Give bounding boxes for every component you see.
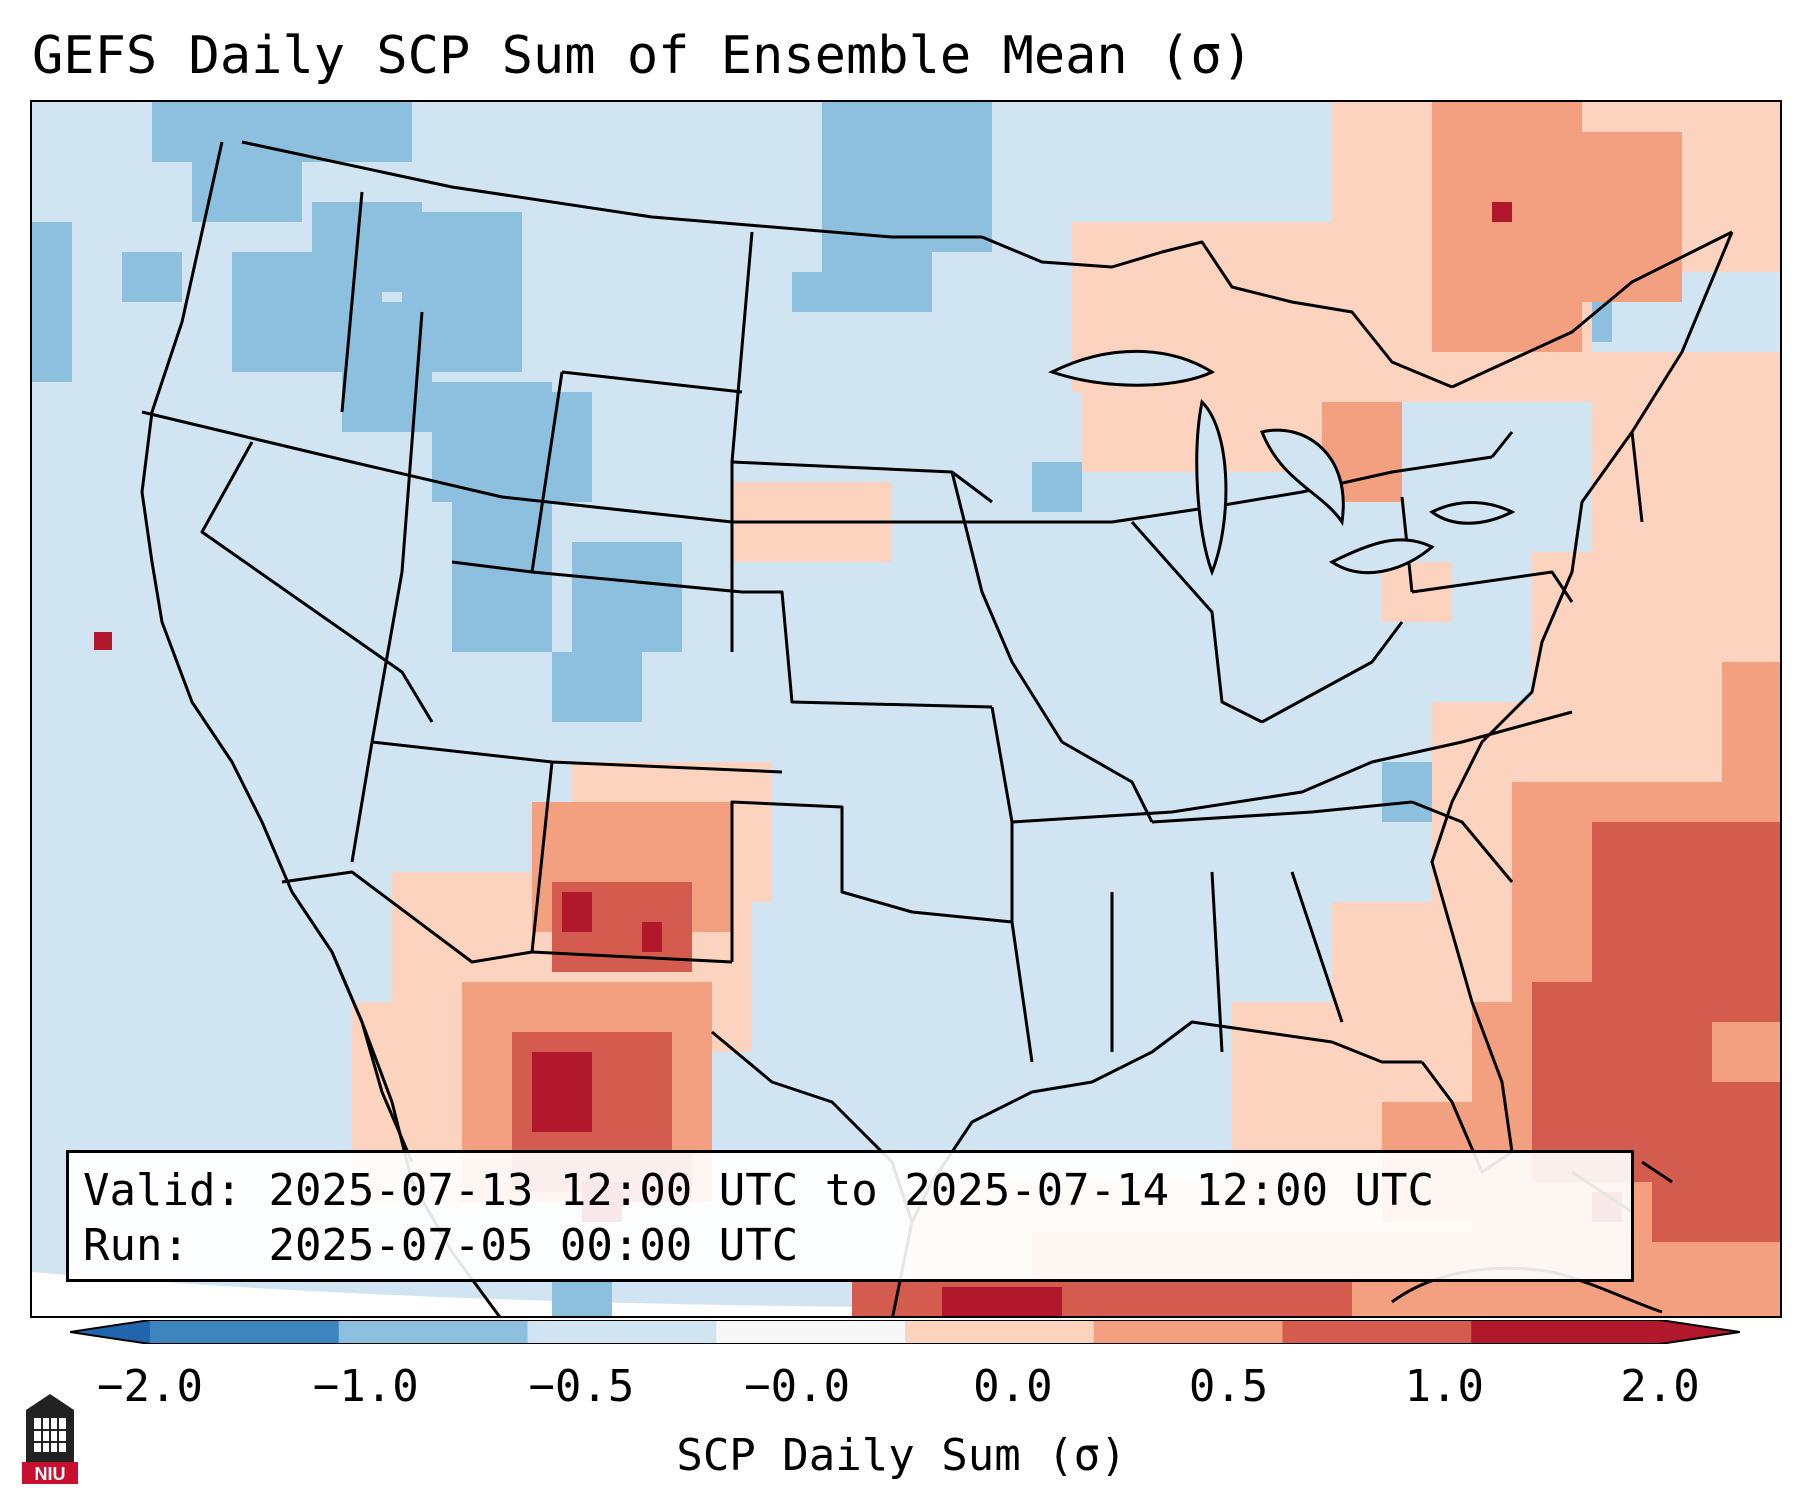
colorbar-segment	[1471, 1320, 1661, 1344]
outside-domain-corner	[32, 1272, 544, 1316]
great-lakes	[1048, 349, 1516, 577]
negative-anomaly-areas	[32, 102, 1612, 1316]
niu-logo-text: NIU	[35, 1464, 66, 1484]
niu-logo-icon: NIU	[22, 1394, 78, 1484]
colorbar-tick-label: −1.0	[312, 1361, 419, 1412]
colorbar-tick-label: 0.5	[1188, 1361, 1269, 1412]
very-strong-positive-areas	[94, 202, 1622, 1316]
run-label: Run:	[83, 1220, 242, 1271]
colorbar-segment	[905, 1320, 1095, 1344]
colorbar-segment	[716, 1320, 906, 1344]
colorbar-tick-label: −2.0	[97, 1361, 203, 1412]
valid-run-info-box: Valid: 2025-07-13 12:00 UTC to 2025-07-1…	[66, 1150, 1634, 1282]
colorbar-tick-label: −0.0	[744, 1361, 851, 1412]
colorbar-tick-label: 2.0	[1620, 1361, 1700, 1412]
colorbar-ticks: −2.0 −1.0 −0.5 −0.0 0.0 0.5 1.0 2.0	[0, 1360, 1803, 1420]
colorbar-tick-label: 0.0	[973, 1361, 1053, 1412]
scp-map	[32, 102, 1780, 1316]
valid-value: 2025-07-13 12:00 UTC to 2025-07-14 12:00…	[268, 1165, 1435, 1216]
colorbar-label: SCP Daily Sum (σ)	[676, 1430, 1127, 1481]
colorbar-tick-label: −0.5	[528, 1361, 635, 1412]
colorbar-segment	[150, 1320, 340, 1344]
colorbar-segment	[527, 1320, 717, 1344]
run-value: 2025-07-05 00:00 UTC	[268, 1220, 799, 1271]
colorbar-segment	[1282, 1320, 1472, 1344]
map-title: GEFS Daily SCP Sum of Ensemble Mean (σ)	[32, 26, 1253, 86]
colorbar-tick-label: 1.0	[1404, 1361, 1485, 1412]
colorbar-segments	[150, 1320, 1661, 1344]
colorbar-segment	[1093, 1320, 1283, 1344]
colorbar-segment	[338, 1320, 528, 1344]
map-panel[interactable]	[30, 100, 1782, 1318]
run-row: Run: 2025-07-05 00:00 UTC	[83, 1218, 1617, 1273]
colorbar	[70, 1320, 1740, 1344]
colorbar-extend-low	[70, 1320, 150, 1344]
colorbar-extend-high	[1660, 1320, 1740, 1344]
valid-row: Valid: 2025-07-13 12:00 UTC to 2025-07-1…	[83, 1163, 1617, 1218]
valid-label: Valid:	[83, 1165, 242, 1216]
